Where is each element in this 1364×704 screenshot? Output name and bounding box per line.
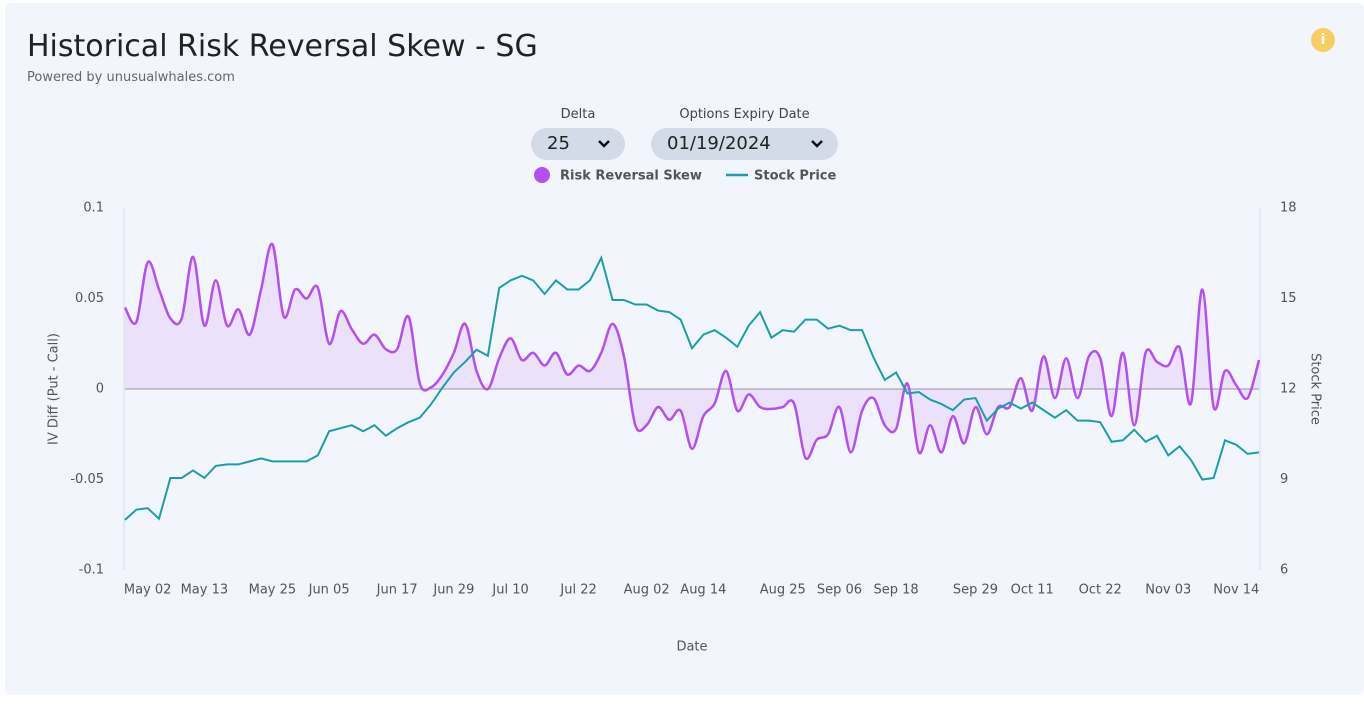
x-axis-label: Date	[676, 640, 707, 655]
y2-tick-label: 9	[1280, 472, 1288, 487]
skew-line	[123, 242, 1261, 461]
x-tick-label: Jul 10	[491, 583, 528, 598]
x-tick-label: Sep 18	[874, 583, 919, 598]
x-tick-label: Sep 06	[817, 583, 862, 598]
x-tick-label: Oct 22	[1079, 583, 1122, 598]
skew-area	[125, 243, 1259, 459]
x-tick-label: Aug 02	[624, 583, 670, 598]
x-tick-label: Aug 25	[760, 583, 806, 598]
x-tick-label: May 13	[181, 583, 229, 598]
legend-label: Stock Price	[754, 169, 836, 184]
expiry-value: 01/19/2024	[667, 133, 771, 154]
y2-axis-label: Stock Price	[1308, 353, 1323, 425]
y-tick-label: 0.1	[83, 201, 104, 216]
x-tick-label: Nov 14	[1213, 583, 1259, 598]
x-tick-label: Jun 29	[432, 583, 474, 598]
x-tick-label: Sep 29	[953, 583, 998, 598]
card: Historical Risk Reversal Skew - SG Power…	[5, 3, 1364, 695]
delta-label: Delta	[560, 107, 596, 122]
y2-tick-label: 12	[1280, 382, 1297, 397]
expiry-label: Options Expiry Date	[679, 107, 810, 122]
delta-control: Delta 25	[531, 107, 625, 160]
x-tick-label: Aug 14	[680, 583, 726, 598]
expiry-control: Options Expiry Date 01/19/2024	[651, 107, 838, 160]
legend-label: Risk Reversal Skew	[560, 169, 702, 184]
price-line	[124, 254, 1260, 521]
delta-value: 25	[547, 133, 570, 154]
title: Historical Risk Reversal Skew - SG	[27, 29, 538, 64]
x-tick-label: Jun 17	[376, 583, 418, 598]
x-tick-label: Nov 03	[1145, 583, 1191, 598]
y2-tick-label: 6	[1280, 563, 1288, 578]
y2-tick-label: 15	[1280, 291, 1297, 306]
info-icon[interactable]: i	[1311, 28, 1335, 52]
y-tick-label: -0.1	[79, 563, 104, 578]
y2-tick-label: 18	[1280, 201, 1297, 216]
legend-dot	[534, 167, 550, 183]
y-tick-label: 0.05	[75, 291, 104, 306]
y-tick-label: 0	[96, 382, 104, 397]
expiry-select[interactable]: 01/19/2024	[651, 128, 838, 160]
x-tick-label: Oct 11	[1011, 583, 1054, 598]
x-tick-label: May 02	[124, 583, 172, 598]
subtitle: Powered by unusualwhales.com	[27, 70, 235, 85]
delta-select[interactable]: 25	[531, 128, 625, 160]
x-tick-label: Jul 22	[559, 583, 596, 598]
chevron	[811, 140, 823, 148]
chevron	[598, 140, 610, 148]
x-tick-label: Jun 05	[308, 583, 350, 598]
y-axis-label: IV Diff (Put - Call)	[47, 333, 62, 445]
x-tick-label: May 25	[249, 583, 297, 598]
y-tick-label: -0.05	[70, 472, 104, 487]
